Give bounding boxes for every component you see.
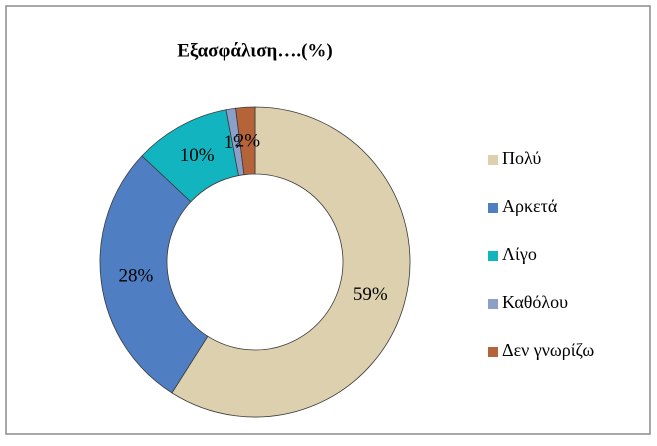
donut-slice — [99, 155, 209, 394]
legend-swatch — [488, 251, 498, 261]
chart-title: Εξασφάλιση….(%) — [177, 40, 332, 61]
legend-swatch — [488, 347, 498, 357]
legend-swatch — [488, 203, 498, 213]
donut-slice — [235, 106, 256, 176]
legend-label: Αρκετά — [502, 196, 558, 216]
donut-slice — [171, 106, 411, 418]
legend-swatch — [488, 155, 498, 165]
legend-swatch — [488, 299, 498, 309]
data-label: 28% — [119, 265, 154, 286]
legend-label: Καθόλου — [502, 292, 568, 312]
data-label: 59% — [353, 284, 388, 305]
legend-label: Πολύ — [502, 148, 541, 168]
data-label: 10% — [180, 145, 215, 166]
legend-label: Λίγο — [502, 244, 537, 264]
legend-label: Δεν γνωρίζω — [502, 340, 594, 360]
data-label: 2% — [235, 131, 261, 152]
